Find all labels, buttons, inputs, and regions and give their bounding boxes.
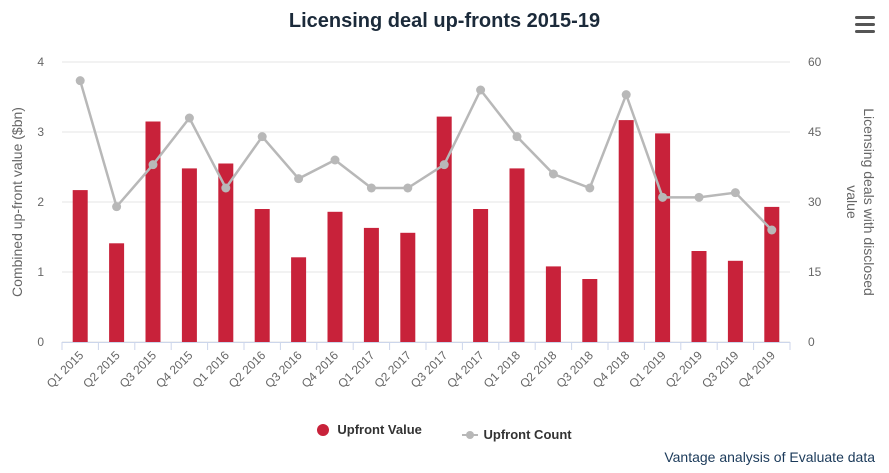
bar <box>181 168 197 342</box>
legend-item-upfront-value[interactable]: Upfront Value <box>317 422 422 437</box>
x-tick-label: Q1 2018 <box>481 348 524 391</box>
count-point <box>330 155 340 165</box>
bar <box>436 116 452 342</box>
y-tick-label: 4 <box>37 55 44 69</box>
x-tick-label: Q1 2016 <box>189 348 232 391</box>
x-tick-label: Q1 2017 <box>335 348 378 391</box>
bar <box>618 120 634 342</box>
hamburger-menu-icon[interactable] <box>855 16 875 34</box>
x-tick-label: Q3 2019 <box>699 348 742 391</box>
legend-label-upfront-value: Upfront Value <box>337 422 422 437</box>
count-point <box>585 183 595 193</box>
y-tick-label: 2 <box>37 195 44 209</box>
bar <box>509 168 525 342</box>
x-tick-label: Q3 2017 <box>408 348 451 391</box>
y-tick-label: 3 <box>37 125 44 139</box>
bar <box>727 260 743 342</box>
count-point <box>112 202 122 212</box>
y2-tick-label: 15 <box>808 265 822 279</box>
legend-item-upfront-count[interactable]: Upfront Count <box>461 427 572 442</box>
bar <box>254 209 270 342</box>
x-tick-label: Q2 2015 <box>80 348 123 391</box>
count-point <box>476 85 486 95</box>
x-tick-label: Q1 2015 <box>44 348 87 391</box>
bar <box>363 227 379 342</box>
x-tick-label: Q4 2015 <box>153 348 196 391</box>
x-tick-label: Q3 2016 <box>262 348 305 391</box>
count-point <box>439 160 449 170</box>
bar <box>327 211 343 342</box>
count-point <box>366 183 376 193</box>
legend-line-swatch <box>461 430 478 439</box>
bar <box>109 243 125 342</box>
y-tick-label: 1 <box>37 265 44 279</box>
count-point <box>694 192 704 202</box>
legend: Upfront Value Upfront Count <box>0 422 889 442</box>
legend-label-upfront-count: Upfront Count <box>483 427 572 442</box>
count-point <box>512 132 522 142</box>
count-point <box>257 132 267 142</box>
x-tick-label: Q4 2018 <box>590 348 633 391</box>
y2-tick-label: 60 <box>808 55 822 69</box>
x-tick-label: Q4 2019 <box>735 348 778 391</box>
count-point <box>621 90 631 100</box>
count-point <box>730 188 740 198</box>
x-tick-label: Q1 2019 <box>626 348 669 391</box>
x-tick-label: Q2 2018 <box>517 348 560 391</box>
count-point <box>767 225 777 235</box>
count-point <box>548 169 558 179</box>
count-point <box>75 76 85 86</box>
y-axis-title: Combined up-front value ($bn) <box>9 107 25 297</box>
bar <box>291 257 307 342</box>
bar <box>218 163 234 342</box>
count-point <box>184 113 194 123</box>
count-point <box>658 192 668 202</box>
bar <box>72 190 88 342</box>
x-tick-label: Q4 2016 <box>299 348 342 391</box>
y2-tick-label: 0 <box>808 335 815 349</box>
count-line <box>78 80 773 231</box>
x-tick-label: Q3 2018 <box>553 348 596 391</box>
legend-bar-swatch <box>317 423 330 436</box>
count-point <box>221 183 231 193</box>
x-tick-label: Q2 2016 <box>226 348 269 391</box>
y2-axis-title: Licensing deals with disclosedvalue <box>844 108 877 296</box>
x-tick-label: Q2 2017 <box>371 348 414 391</box>
y-tick-label: 0 <box>37 335 44 349</box>
x-tick-label: Q3 2015 <box>117 348 160 391</box>
bar <box>145 121 161 342</box>
count-point <box>403 183 413 193</box>
bar <box>545 266 561 342</box>
x-tick-label: Q2 2019 <box>663 348 706 391</box>
bar <box>473 209 489 342</box>
chart-title: Licensing deal up-fronts 2015-19 <box>288 10 601 32</box>
bar <box>400 232 416 342</box>
bar <box>764 206 780 342</box>
bar <box>582 279 598 342</box>
y2-tick-label: 45 <box>808 125 822 139</box>
source-credit: Vantage analysis of Evaluate data <box>664 449 875 465</box>
bar <box>691 251 707 342</box>
bar <box>655 133 671 342</box>
count-point <box>148 160 158 170</box>
x-tick-label: Q4 2017 <box>444 348 487 391</box>
y2-tick-label: 30 <box>808 195 822 209</box>
count-point <box>294 174 304 184</box>
